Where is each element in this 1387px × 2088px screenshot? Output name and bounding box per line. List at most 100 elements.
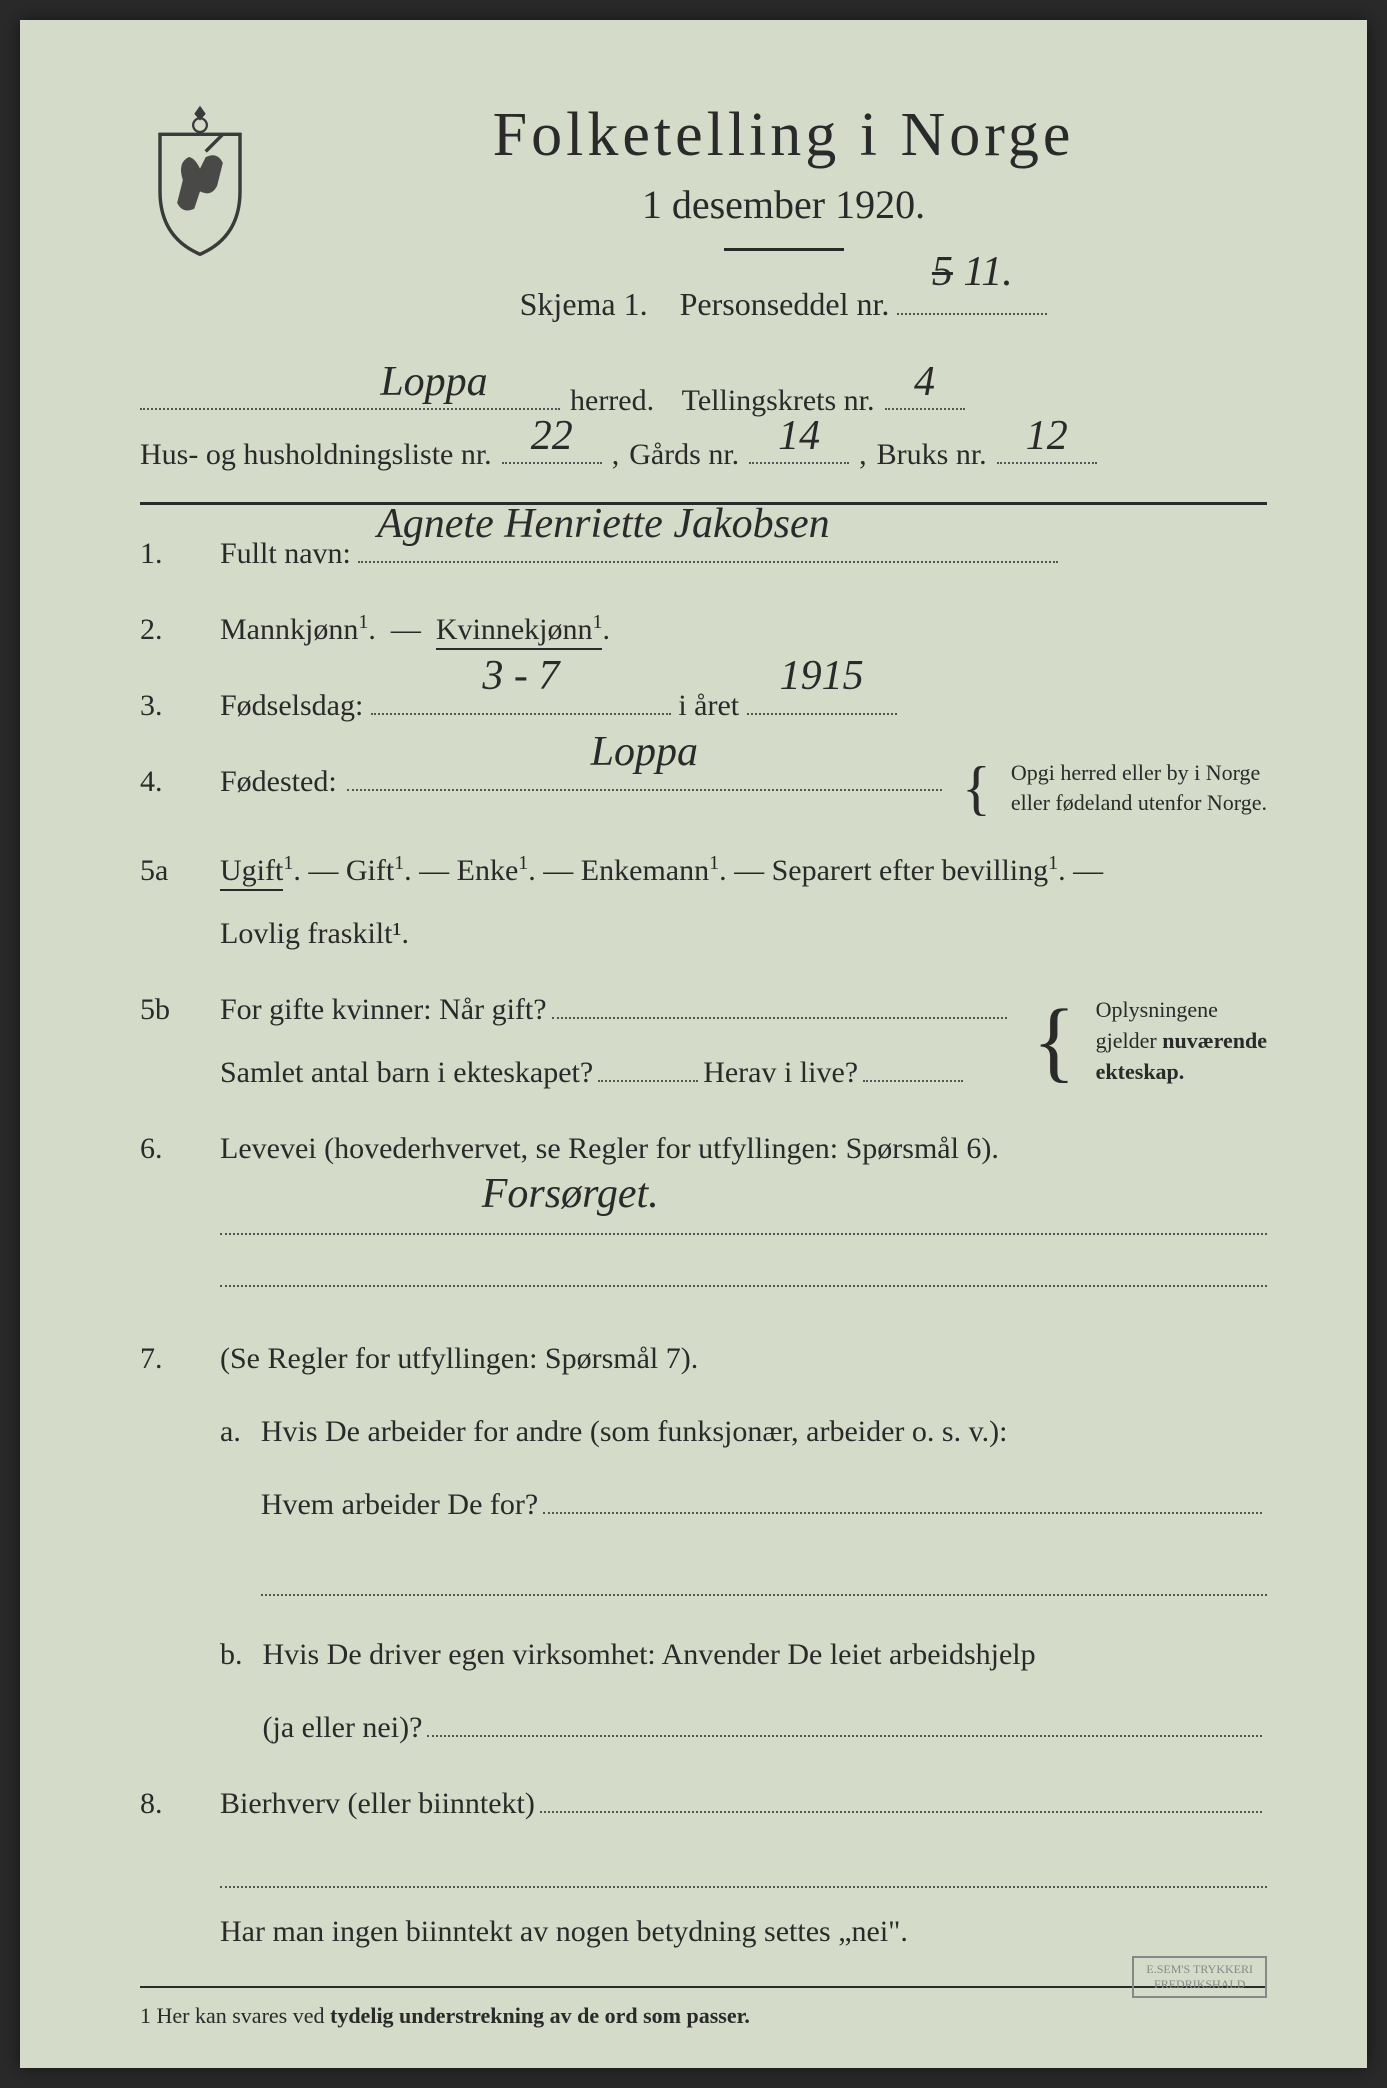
note-text: Har man ingen biinntekt av nogen betydni…: [220, 1908, 1267, 1956]
printer-stamp: E.SEM'S TRYKKERI FREDRIKSHALD: [1132, 1956, 1267, 1998]
q4-num: 4.: [140, 758, 200, 806]
question-5b: 5b For gifte kvinner: Når gift? Samlet a…: [140, 986, 1267, 1097]
coat-of-arms-icon: [140, 100, 260, 260]
q7a-label2: Hvem arbeider De for?: [261, 1481, 538, 1529]
q8-label: Bierhverv (eller biinntekt): [220, 1780, 535, 1828]
q1-label: Fullt navn:: [220, 537, 351, 570]
title-block: Folketelling i Norge 1 desember 1920. Sk…: [300, 100, 1267, 354]
q1-content: Fullt navn: Agnete Henriette Jakobsen: [220, 530, 1267, 578]
q7-label: (Se Regler for utfyllingen: Spørsmål 7).: [220, 1335, 1267, 1383]
q7a-num: a.: [220, 1408, 241, 1616]
bruks-value: 12: [1026, 412, 1068, 460]
skjema-label: Skjema 1.: [520, 286, 648, 322]
gards-label: Gårds nr.: [629, 438, 739, 472]
q6-value: Forsørget.: [482, 1161, 659, 1228]
q5b-field1: [552, 989, 1008, 1019]
q6-field-2: [220, 1255, 1267, 1287]
subtitle: 1 desember 1920.: [300, 181, 1267, 228]
q3-day-field: 3 - 7: [371, 713, 671, 715]
herred-field: Loppa: [140, 408, 560, 410]
bruks-label: Bruks nr.: [877, 438, 987, 472]
q7-content: (Se Regler for utfyllingen: Spørsmål 7).…: [220, 1335, 1267, 1752]
q5b-label1: For gifte kvinner: Når gift?: [220, 986, 547, 1034]
q1-field: Agnete Henriette Jakobsen: [358, 561, 1058, 563]
q4-content: Fødested: Loppa { Opgi herred eller by i…: [220, 758, 1267, 820]
q8-num: 8.: [140, 1780, 200, 1828]
question-5a: 5a Ugift1. — Gift1. — Enke1. — Enkemann1…: [140, 847, 1267, 958]
q5a-ugift-selected: Ugift: [220, 854, 283, 891]
question-2: 2. Mannkjønn1. — Kvinnekjønn1.: [140, 606, 1267, 654]
question-1: 1. Fullt navn: Agnete Henriette Jakobsen: [140, 530, 1267, 578]
q5a-line2: Lovlig fraskilt¹.: [220, 910, 1267, 958]
question-8: 8. Bierhverv (eller biinntekt): [140, 1780, 1267, 1828]
husliste-line: Hus- og husholdningsliste nr. 22 , Gårds…: [140, 438, 1267, 472]
herred-line: Loppa herred. Tellingskrets nr. 4: [140, 384, 1267, 418]
question-4: 4. Fødested: Loppa { Opgi herred eller b…: [140, 758, 1267, 820]
q3-year-label: i året: [678, 689, 739, 722]
gards-value: 14: [778, 412, 820, 460]
footnote: 1 Her kan svares ved tydelig understrekn…: [140, 2003, 1267, 2029]
question-3: 3. Fødselsdag: 3 - 7 i året 1915: [140, 682, 1267, 730]
tellingskrets-field: 4: [885, 408, 965, 410]
brace-icon: {: [962, 764, 991, 812]
q7b-label1: Hvis De driver egen virksomhet: Anvender…: [263, 1631, 1268, 1679]
q5b-note: Oplysningene gjelder nuværende ekteskap.: [1096, 995, 1267, 1087]
title-divider: [724, 248, 844, 251]
q3-day-value: 3 - 7: [482, 643, 559, 710]
census-form-page: Folketelling i Norge 1 desember 1920. Sk…: [20, 20, 1367, 2068]
q4-label: Fødested:: [220, 758, 337, 806]
q2-content: Mannkjønn1. — Kvinnekjønn1.: [220, 606, 1267, 654]
personseddel-label: Personseddel nr.: [680, 286, 890, 322]
q3-label: Fødselsdag:: [220, 689, 363, 722]
q5b-label3: Herav i live?: [703, 1049, 858, 1097]
q4-value: Loppa: [591, 719, 698, 786]
tellingskrets-value: 4: [914, 358, 935, 406]
q5b-field2: [598, 1052, 698, 1082]
personseddel-value: 5 11.: [932, 235, 1013, 311]
q6-field: Forsørget.: [220, 1203, 1267, 1235]
q7a-field: [543, 1484, 1262, 1514]
q2-num: 2.: [140, 606, 200, 654]
q5b-num: 5b: [140, 986, 200, 1034]
q5a-num: 5a: [140, 847, 200, 895]
husliste-value: 22: [531, 412, 573, 460]
question-7: 7. (Se Regler for utfyllingen: Spørsmål …: [140, 1335, 1267, 1752]
main-title: Folketelling i Norge: [300, 100, 1267, 171]
q7b-label2: (ja eller nei)?: [263, 1704, 423, 1752]
q5a-content: Ugift1. — Gift1. — Enke1. — Enkemann1. —…: [220, 847, 1267, 958]
q4-field: Loppa: [347, 789, 942, 791]
q3-year-value: 1915: [780, 643, 864, 710]
personseddel-field: 5 11.: [897, 313, 1047, 315]
q8-field-2: [220, 1856, 1267, 1888]
q3-num: 3.: [140, 682, 200, 730]
q5b-label2: Samlet antal barn i ekteskapet?: [220, 1049, 593, 1097]
q8-field: [540, 1783, 1262, 1813]
q7b-field: [427, 1707, 1262, 1737]
q1-num: 1.: [140, 530, 200, 578]
herred-value: Loppa: [380, 358, 487, 406]
q5b-field3: [863, 1052, 963, 1082]
gards-field: 14: [749, 462, 849, 464]
q7b-num: b.: [220, 1631, 243, 1752]
note-line: Har man ingen biinntekt av nogen betydni…: [140, 1908, 1267, 1956]
q6-content: Levevei (hovederhvervet, se Regler for u…: [220, 1125, 1267, 1307]
footnote-divider: [140, 1986, 1267, 1988]
brace-icon-2: {: [1032, 1006, 1075, 1078]
q7-num: 7.: [140, 1335, 200, 1383]
q4-note: Opgi herred eller by i Norge eller fødel…: [1011, 758, 1267, 820]
q2-mann: Mannkjønn1.: [220, 613, 376, 646]
skjema-line: Skjema 1. Personseddel nr. 5 11.: [300, 276, 1267, 334]
question-6: 6. Levevei (hovederhvervet, se Regler fo…: [140, 1125, 1267, 1307]
q8-content: Bierhverv (eller biinntekt): [220, 1780, 1267, 1828]
husliste-label: Hus- og husholdningsliste nr.: [140, 438, 492, 472]
husliste-field: 22: [502, 462, 602, 464]
q1-value: Agnete Henriette Jakobsen: [377, 491, 829, 558]
q7a-field-2: [261, 1564, 1267, 1596]
q3-year-field: 1915: [747, 713, 897, 715]
q6-num: 6.: [140, 1125, 200, 1173]
bruks-field: 12: [997, 462, 1097, 464]
herred-label: herred.: [570, 384, 654, 418]
q3-content: Fødselsdag: 3 - 7 i året 1915: [220, 682, 1267, 730]
header-section: Folketelling i Norge 1 desember 1920. Sk…: [140, 100, 1267, 354]
q5b-content: For gifte kvinner: Når gift? Samlet anta…: [220, 986, 1267, 1097]
